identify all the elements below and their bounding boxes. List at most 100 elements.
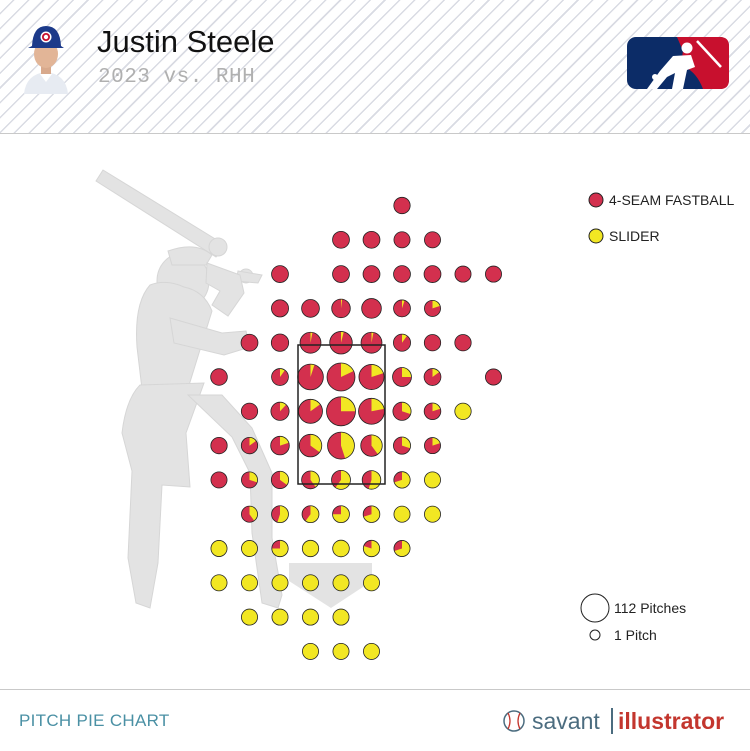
pie-outline (332, 608, 350, 626)
pitch-pie (363, 574, 380, 592)
pie-outline (424, 505, 441, 523)
pitch-pie (271, 368, 289, 386)
pitch-pie (241, 574, 258, 592)
legend-item-4-seam-fastball: 4-SEAM FASTBALL (588, 192, 734, 208)
pie-slice-slider (402, 367, 412, 377)
pie-slice-slider (302, 609, 319, 626)
pie-slice-fastball (271, 265, 289, 283)
pitch-pie (362, 230, 381, 249)
pie-outline (302, 642, 319, 660)
pitch-pie (241, 505, 258, 523)
pie-outline (332, 230, 350, 249)
pie-slice-slider (305, 505, 319, 523)
pie-outline (271, 368, 289, 386)
pie-slice-slider (424, 506, 441, 523)
pitch-pie (392, 367, 412, 387)
pie-slice-slider (371, 398, 385, 412)
pie-outline (361, 470, 382, 490)
pie-slice-slider (280, 368, 285, 377)
pie-slice-slider (280, 436, 289, 446)
chart-subtitle: 2023 vs. RHH (98, 66, 256, 89)
pie-outline (393, 471, 411, 489)
pie-slice-fastball (363, 231, 380, 249)
pitch-pie (393, 299, 411, 318)
pie-outline (363, 642, 380, 660)
pitch-pie (301, 470, 320, 490)
pie-slice-slider (432, 300, 441, 309)
pie-outline (271, 608, 289, 626)
pie-slice-slider (454, 403, 472, 420)
pitch-pie (270, 401, 290, 421)
pitch-pie (363, 642, 380, 660)
pitch-pie (392, 401, 412, 421)
pie-outline (393, 436, 411, 455)
pie-slice-slider (302, 643, 319, 660)
pie-slice-fastball (241, 403, 258, 420)
pie-outline (326, 362, 356, 392)
pitch-pie (271, 539, 289, 558)
pitch-pie (361, 470, 382, 490)
pitch-pie (210, 540, 228, 557)
pitch-pie (361, 298, 382, 319)
pitch-pie (423, 334, 442, 352)
size-legend: 112 Pitches 1 Pitch (580, 593, 686, 643)
pie-outline (241, 471, 258, 489)
pie-slice-slider (402, 402, 412, 415)
pie-slice-slider (394, 540, 411, 557)
pie-outline (392, 401, 412, 421)
pie-outline (241, 574, 258, 592)
pitch-pie (299, 331, 322, 354)
pie-slice-slider (363, 643, 380, 660)
pitch-pie (332, 574, 350, 592)
pie-outline (270, 470, 290, 489)
pie-slice-slider (271, 574, 289, 591)
pie-slice-slider (302, 540, 319, 557)
pie-outline (240, 333, 259, 352)
pie-outline (301, 299, 320, 318)
pitch-type-legend: 4-SEAM FASTBALL SLIDER (588, 192, 734, 244)
pie-outline (298, 433, 323, 458)
pie-outline (454, 265, 472, 283)
pie-slice-slider (241, 574, 258, 591)
pitch-pie (423, 402, 442, 421)
baseball-icon (503, 710, 525, 732)
size-legend-circle-small (589, 629, 601, 641)
pitch-pie (302, 608, 319, 626)
pitch-pie (302, 574, 319, 592)
pie-outline (271, 505, 289, 524)
legend-label: SLIDER (609, 228, 660, 244)
pie-outline (332, 265, 350, 283)
pie-outline (299, 331, 322, 354)
pie-slice-fastball (393, 231, 411, 248)
pie-outline (362, 230, 381, 249)
pie-outline (331, 470, 351, 490)
pie-outline (270, 435, 290, 456)
pie-slice-fastball (424, 231, 441, 248)
pie-outline (210, 471, 228, 489)
pitch-pie (297, 363, 324, 391)
pitch-pie (326, 362, 356, 392)
pie-slice-fastball (271, 299, 289, 317)
pie-slice-slider (371, 332, 374, 343)
pie-slice-slider (332, 540, 350, 557)
brand-savant-text: savant (532, 708, 600, 734)
pie-outline (302, 574, 319, 592)
pitch-pie (454, 334, 472, 352)
pitch-pie (358, 364, 385, 390)
pie-outline (392, 367, 412, 387)
pitch-pie (240, 402, 259, 420)
pie-outline (301, 505, 320, 524)
pitch-pie (360, 331, 383, 354)
pitch-pie (332, 608, 350, 626)
pie-outline (393, 196, 411, 215)
pie-slice-slider (241, 609, 258, 626)
pie-outline (424, 437, 441, 455)
pie-outline (270, 401, 290, 421)
pitch-pie (485, 265, 502, 283)
pie-slice-slider (371, 364, 384, 377)
pitch-pie (332, 230, 350, 249)
pie-slice-fastball (393, 334, 411, 352)
pitch-pie (423, 368, 442, 386)
pie-slice-fastball (301, 299, 320, 318)
pie-outline (241, 505, 258, 523)
